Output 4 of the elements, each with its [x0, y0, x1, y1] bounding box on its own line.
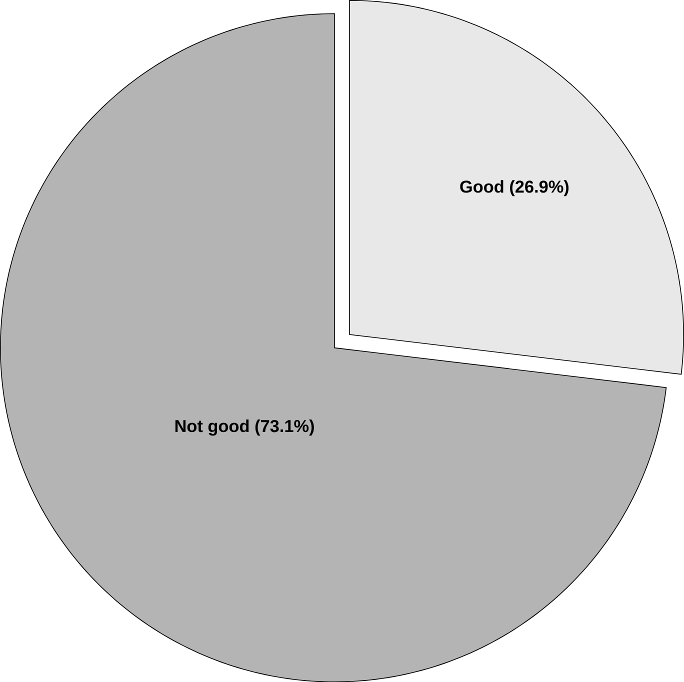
data-label: (26.9%): [510, 180, 569, 196]
data-label: (73.1%): [255, 419, 314, 436]
slice-label: Good: [460, 180, 504, 193]
slice-label: Not good: [175, 419, 249, 436]
